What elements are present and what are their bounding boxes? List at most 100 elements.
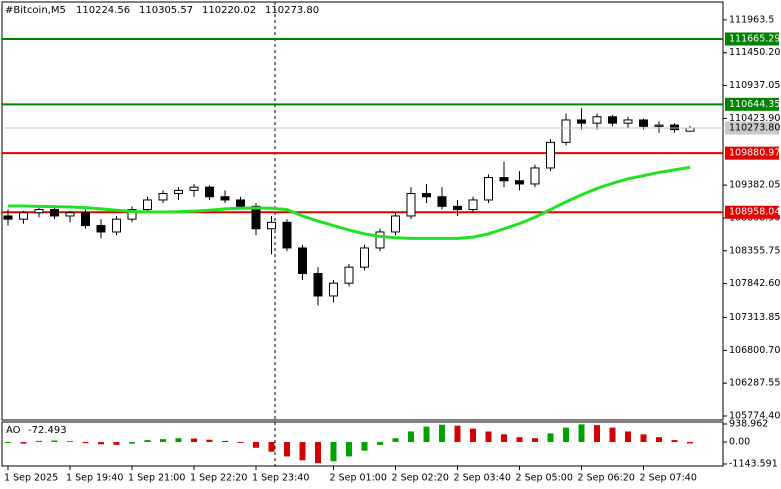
x-tick-label: 1 Sep 21:00 [128, 473, 185, 484]
chart-layer: 111963.5 111450.20 110937.05 110423.90 10938… [2, 14, 780, 484]
y-tick-label: 111450.20 [729, 47, 780, 58]
indicator-bar [423, 426, 430, 443]
open-label: 110224.56 [76, 5, 130, 16]
indicator-bar [532, 438, 538, 443]
indicator-bar [501, 434, 507, 443]
y-tick-label: 109382.05 [729, 180, 780, 191]
candle-body [639, 119, 648, 127]
x-tick-label: 1 Sep 22:20 [190, 473, 247, 484]
candle-body [50, 209, 59, 217]
high-label: 110305.57 [139, 5, 193, 16]
indicator-bar [299, 442, 306, 461]
candle-body [81, 212, 90, 227]
indicator-y-tick-label: 938.962 [729, 419, 768, 430]
indicator-name: AO [6, 425, 21, 436]
indicator-bar [439, 424, 445, 443]
indicator-bar [330, 442, 337, 462]
indicator-bar [20, 442, 27, 444]
last-price-label: 110273.80 [729, 123, 780, 134]
indicator-bar [160, 439, 166, 443]
candle-body [406, 193, 416, 217]
candle-body [375, 231, 385, 249]
candle-body [3, 215, 13, 220]
indicator-bar [625, 431, 631, 443]
candle-body [468, 199, 478, 211]
level-label: 108958.04 [729, 207, 780, 218]
x-tick-label: 2 Sep 05:00 [516, 473, 573, 484]
y-tick-label: 105774.40 [729, 411, 780, 422]
indicator-bar [113, 442, 120, 445]
y-tick-label: 108355.75 [729, 245, 780, 256]
indicator-y-tick-label: -1143.591 [729, 459, 778, 470]
candle-body [127, 209, 137, 220]
candle-body [453, 205, 462, 211]
x-tick-label: 1 Sep 2025 [4, 473, 58, 484]
indicator-bar [144, 440, 151, 443]
indicator-bar [640, 434, 647, 443]
candle-body [189, 186, 199, 191]
indicator-bar [253, 442, 259, 448]
indicator-bar [392, 438, 399, 443]
candle-body [484, 177, 493, 201]
indicator-bar [36, 440, 42, 443]
last-price-box [725, 121, 779, 135]
indicator-bar [129, 442, 135, 444]
candle-body [143, 199, 152, 211]
y-tick-label: 110423.90 [729, 113, 780, 124]
candle-body [561, 119, 571, 143]
indicator-value: -72.493 [28, 425, 67, 436]
x-tick-label: 2 Sep 01:00 [330, 473, 387, 484]
candle-body [499, 177, 509, 182]
candle-body [298, 247, 307, 275]
low-label: 110220.02 [202, 5, 256, 16]
indicator-bar [563, 427, 569, 443]
y-tick-label: 107313.85 [729, 312, 780, 323]
candle-body [329, 282, 338, 297]
candle-body [174, 189, 183, 195]
indicator-bar [594, 425, 600, 443]
indicator-bar [377, 442, 383, 445]
indicator-bar [98, 442, 104, 445]
indicator-bar [470, 428, 476, 443]
indicator-bar [67, 441, 73, 443]
indicator-bar [454, 425, 461, 443]
indicator-bar [516, 437, 523, 443]
x-tick-label: 2 Sep 07:40 [640, 473, 697, 484]
indicator-bar [656, 437, 662, 443]
indicator-bar [485, 431, 492, 443]
candle-body [251, 205, 261, 230]
indicator-bar [5, 442, 11, 443]
candle-body [670, 124, 679, 131]
candle-body [282, 221, 292, 249]
indicator-bar [687, 442, 693, 444]
x-tick-label: 1 Sep 19:40 [66, 473, 123, 484]
indicator-bar [361, 442, 368, 451]
candle-body [608, 116, 617, 124]
y-tick-label: 107842.60 [729, 278, 780, 289]
indicator-bar [82, 442, 89, 444]
indicator-bar [237, 442, 244, 443]
level-label: 111665.29 [729, 33, 780, 44]
candle-body [422, 193, 431, 198]
candle-body [623, 119, 633, 124]
moving-average [8, 165, 691, 240]
y-tick-label: 106800.70 [729, 345, 780, 356]
candle-body [19, 212, 28, 220]
chart-title: #Bitcoin,M5 [5, 5, 66, 16]
indicator-bar [346, 442, 352, 457]
candle-body [546, 141, 555, 169]
y-tick-label: 106287.55 [729, 378, 780, 389]
indicator-bar [268, 442, 275, 452]
candle-body [267, 221, 276, 230]
candle-body [360, 247, 369, 268]
candle-body [313, 273, 323, 297]
indicator-bar [284, 442, 290, 457]
level-label: 110644.35 [729, 99, 780, 110]
header: #Bitcoin,M5 110224.56 110305.57 110220.0… [5, 5, 319, 436]
level-label-box [725, 32, 779, 46]
x-tick-label: 2 Sep 03:40 [454, 473, 511, 484]
level-label: 109880.97 [729, 148, 780, 159]
indicator-bar [175, 438, 182, 443]
